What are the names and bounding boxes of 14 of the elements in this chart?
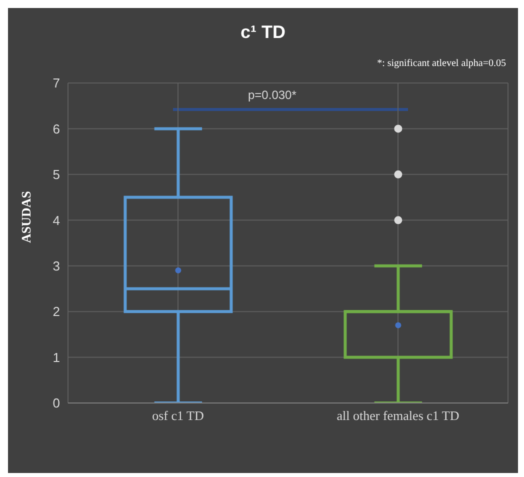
y-tick-label: 5 <box>52 167 60 182</box>
x-tick-label: all other females c1 TD <box>336 408 460 424</box>
y-tick-label: 4 <box>52 212 60 228</box>
chart-title: c¹ TD <box>240 22 286 43</box>
y-axis-title: ASUDAS <box>18 190 34 243</box>
y-tick-label: 1 <box>52 350 60 365</box>
y-tick-label: 6 <box>52 121 60 136</box>
y-tick-label: 7 <box>52 76 60 91</box>
y-tick-label: 0 <box>52 396 60 411</box>
text: *: significant atlevel alpha=0.05 <box>377 58 506 69</box>
y-tick-label: 3 <box>52 258 60 274</box>
annotation: p=0.030* <box>248 88 296 102</box>
y-tick-label: 2 <box>52 304 60 320</box>
x-tick-label: osf c1 TD <box>152 408 204 424</box>
